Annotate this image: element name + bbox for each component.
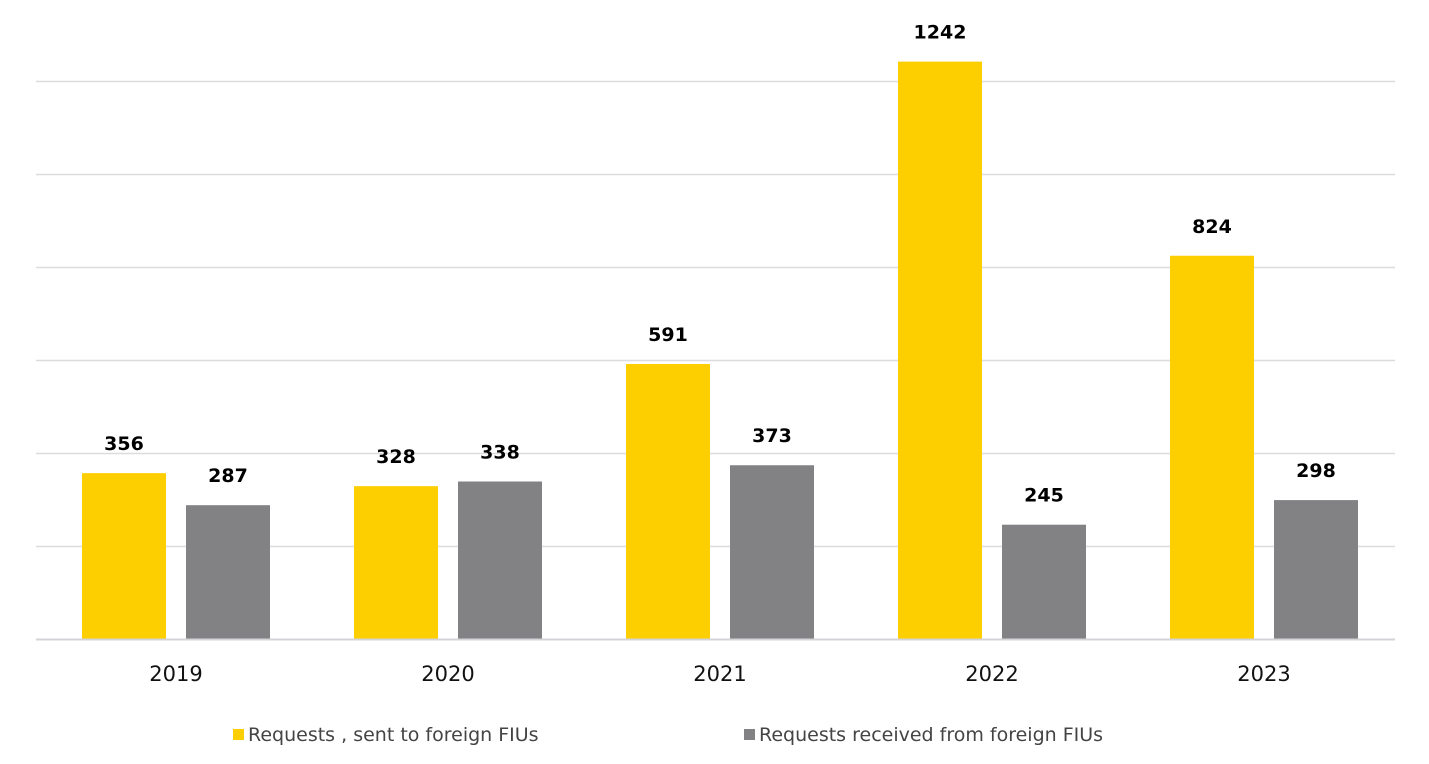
- legend-label-sent: Requests , sent to foreign FIUs: [248, 724, 539, 746]
- data-labels: 356 287 328 338 591 373 1242 245 824 298: [104, 22, 1336, 507]
- data-label-received-2023: 298: [1296, 460, 1336, 482]
- x-axis-tick-labels: 2019 2020 2021 2022 2023: [149, 662, 1290, 686]
- bar-received-2021: [730, 465, 814, 639]
- bar-sent-2022: [898, 61, 982, 639]
- bar-sent-2020: [354, 486, 438, 639]
- legend-swatch-sent: [233, 729, 244, 740]
- data-label-sent-2023: 824: [1192, 216, 1232, 238]
- x-tick-label-2022: 2022: [965, 662, 1018, 686]
- bars: [82, 61, 1358, 639]
- legend: Requests , sent to foreign FIUs Requests …: [233, 724, 1103, 746]
- legend-label-received: Requests received from foreign FIUs: [759, 724, 1103, 746]
- data-label-sent-2020: 328: [376, 446, 416, 468]
- x-tick-label-2020: 2020: [421, 662, 474, 686]
- legend-swatch-received: [744, 729, 755, 740]
- data-label-received-2020: 338: [480, 441, 520, 463]
- data-label-received-2022: 245: [1024, 485, 1064, 507]
- bar-received-2023: [1274, 500, 1358, 639]
- data-label-sent-2019: 356: [104, 433, 144, 455]
- bar-sent-2021: [626, 363, 710, 639]
- data-label-received-2021: 373: [752, 425, 792, 447]
- data-label-sent-2021: 591: [648, 324, 688, 346]
- bar-sent-2023: [1170, 255, 1254, 639]
- x-tick-label-2021: 2021: [693, 662, 746, 686]
- data-label-sent-2022: 1242: [914, 22, 967, 44]
- bar-received-2019: [186, 505, 270, 639]
- data-label-received-2019: 287: [208, 465, 248, 487]
- bar-sent-2019: [82, 473, 166, 639]
- bar-received-2022: [1002, 524, 1086, 639]
- bar-received-2020: [458, 481, 542, 639]
- x-tick-label-2019: 2019: [149, 662, 202, 686]
- x-tick-label-2023: 2023: [1237, 662, 1290, 686]
